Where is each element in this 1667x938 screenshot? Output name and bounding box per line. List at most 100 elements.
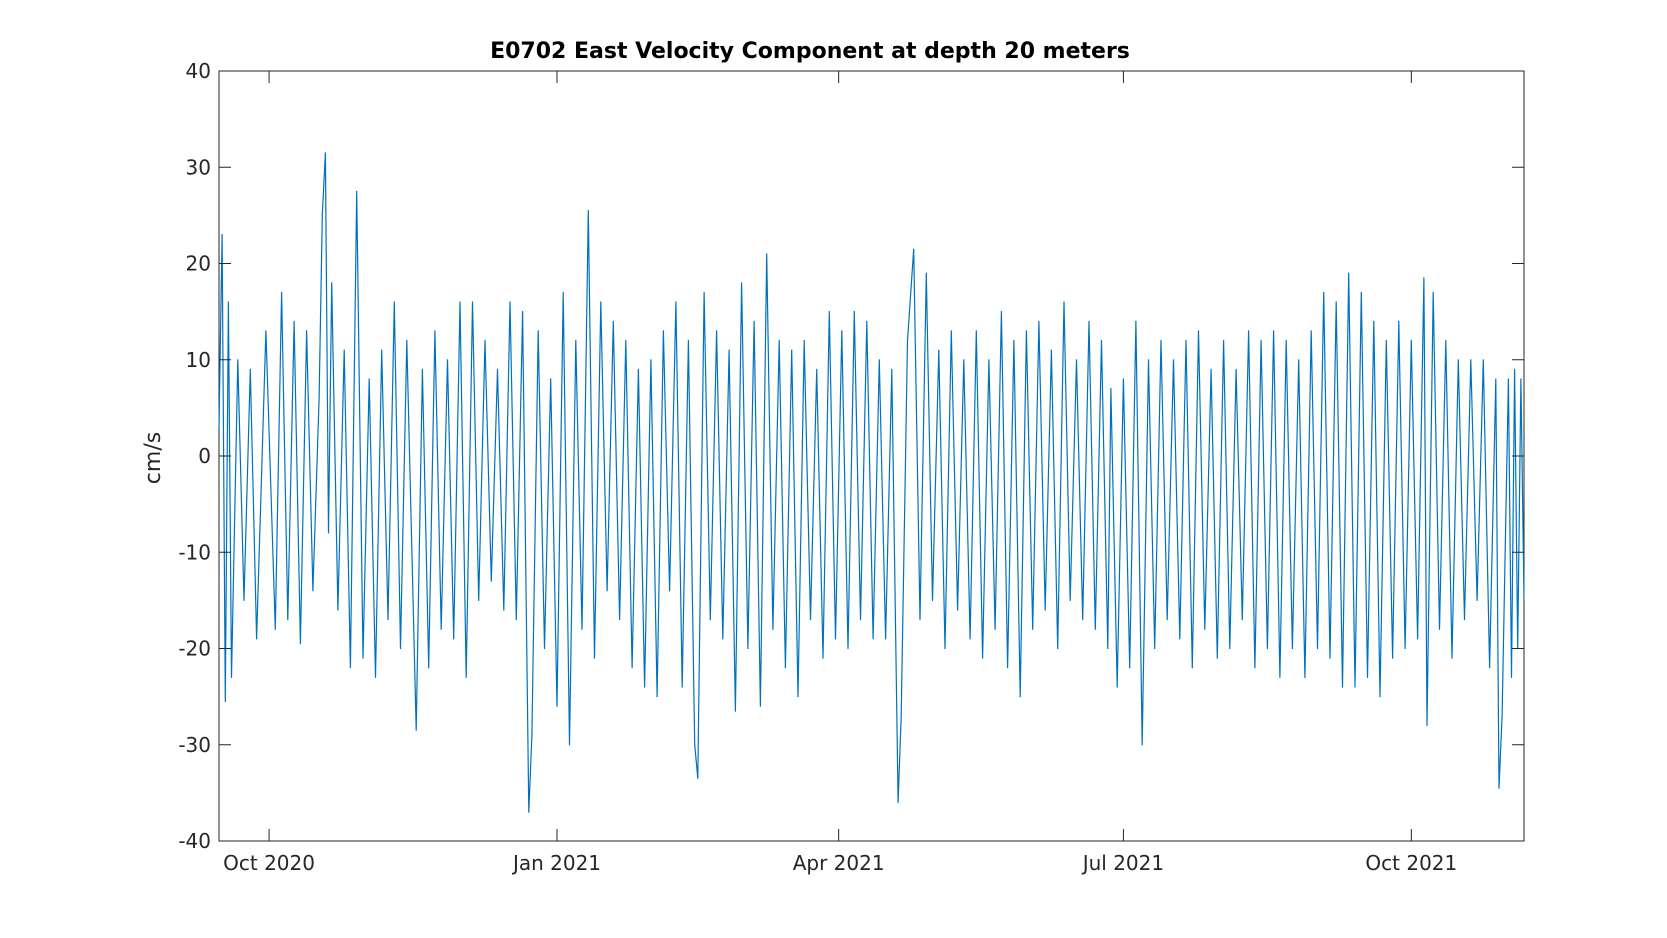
data-point <box>619 619 621 621</box>
data-point <box>399 647 402 650</box>
y-tick-label: -20 <box>178 637 211 661</box>
data-point <box>1266 647 1268 650</box>
data-point <box>531 734 533 736</box>
data-point <box>1260 339 1262 342</box>
data-point <box>496 368 499 370</box>
data-point <box>1160 339 1162 342</box>
plot-area: 40 30 20 10 0 -10 -20 -30 -40 Oct 2020 Jan 2021 Apr… <box>178 59 1525 875</box>
data-point <box>994 628 996 630</box>
data-point <box>1476 599 1478 602</box>
x-tick-label: Oct 2021 <box>1365 851 1457 875</box>
data-point <box>434 330 436 332</box>
data-point <box>1075 359 1078 361</box>
data-point <box>897 801 899 804</box>
data-point <box>741 282 743 284</box>
data-point <box>853 311 855 313</box>
data-point <box>906 339 909 342</box>
data-point <box>459 301 461 303</box>
data-point <box>362 657 364 659</box>
data-point <box>515 619 517 621</box>
data-point <box>669 590 671 592</box>
data-point <box>772 628 774 630</box>
data-point <box>1335 301 1337 303</box>
data-point <box>287 619 289 621</box>
y-tick-label: 10 <box>186 348 211 372</box>
data-point <box>221 234 223 236</box>
data-point <box>1223 339 1225 342</box>
data-point <box>1254 667 1256 669</box>
data-point <box>784 667 787 669</box>
data-point <box>975 330 977 332</box>
data-point <box>374 676 377 679</box>
data-point <box>1304 676 1306 679</box>
data-point <box>471 301 474 303</box>
data-point <box>237 359 239 361</box>
data-point <box>484 339 486 342</box>
data-point <box>931 599 934 602</box>
data-point <box>878 359 880 361</box>
data-point <box>938 349 940 351</box>
data-point <box>859 619 862 621</box>
data-point <box>1179 638 1181 640</box>
plot-frame <box>218 70 1525 842</box>
y-tick-label: -10 <box>178 540 211 564</box>
data-point <box>1501 715 1503 717</box>
data-point <box>600 301 602 303</box>
data-point <box>1038 320 1040 322</box>
data-point <box>349 667 351 669</box>
data-point <box>218 426 220 428</box>
data-point <box>1216 657 1218 659</box>
data-point <box>1107 647 1109 650</box>
data-point <box>306 330 308 332</box>
data-point <box>656 696 658 698</box>
data-point <box>1172 359 1175 361</box>
data-point <box>1366 676 1369 679</box>
data-point <box>1057 647 1059 650</box>
series-line <box>218 152 1525 813</box>
x-tick-label: Oct 2020 <box>223 851 315 875</box>
data-point <box>1514 368 1516 370</box>
data-point <box>1197 330 1200 332</box>
data-point <box>1082 619 1084 621</box>
data-point <box>1116 686 1118 688</box>
data-point <box>1398 320 1400 322</box>
y-tick-label: 40 <box>186 59 211 83</box>
data-point <box>753 320 755 322</box>
data-point <box>697 777 699 780</box>
data-point <box>872 638 874 640</box>
data-point <box>1204 628 1206 630</box>
data-point <box>1069 599 1071 602</box>
data-point <box>681 686 683 688</box>
data-point <box>331 282 333 284</box>
data-point <box>1273 330 1275 332</box>
data-point <box>587 210 589 212</box>
data-point <box>797 696 799 698</box>
data-point <box>327 532 330 534</box>
data-point <box>343 349 345 351</box>
data-point <box>522 311 524 313</box>
data-point <box>428 667 430 669</box>
y-tick-label: 0 <box>198 444 211 468</box>
data-point <box>847 647 849 650</box>
data-point <box>230 676 233 679</box>
data-point <box>1470 359 1472 361</box>
data-point <box>575 339 577 342</box>
data-point <box>440 628 442 630</box>
data-point <box>1000 311 1003 313</box>
data-point <box>662 330 665 332</box>
data-point <box>1279 676 1281 679</box>
data-point <box>957 609 959 611</box>
data-point <box>249 368 251 370</box>
data-point <box>1122 378 1124 380</box>
data-point <box>1210 368 1212 370</box>
data-point <box>919 619 921 621</box>
data-point <box>885 638 887 640</box>
data-point <box>1285 339 1287 342</box>
data-point <box>637 368 640 370</box>
data-point <box>490 580 492 582</box>
data-point <box>1354 686 1356 688</box>
data-point <box>687 339 690 342</box>
data-point <box>1248 330 1250 332</box>
data-point <box>778 339 780 342</box>
data-point <box>368 378 370 380</box>
